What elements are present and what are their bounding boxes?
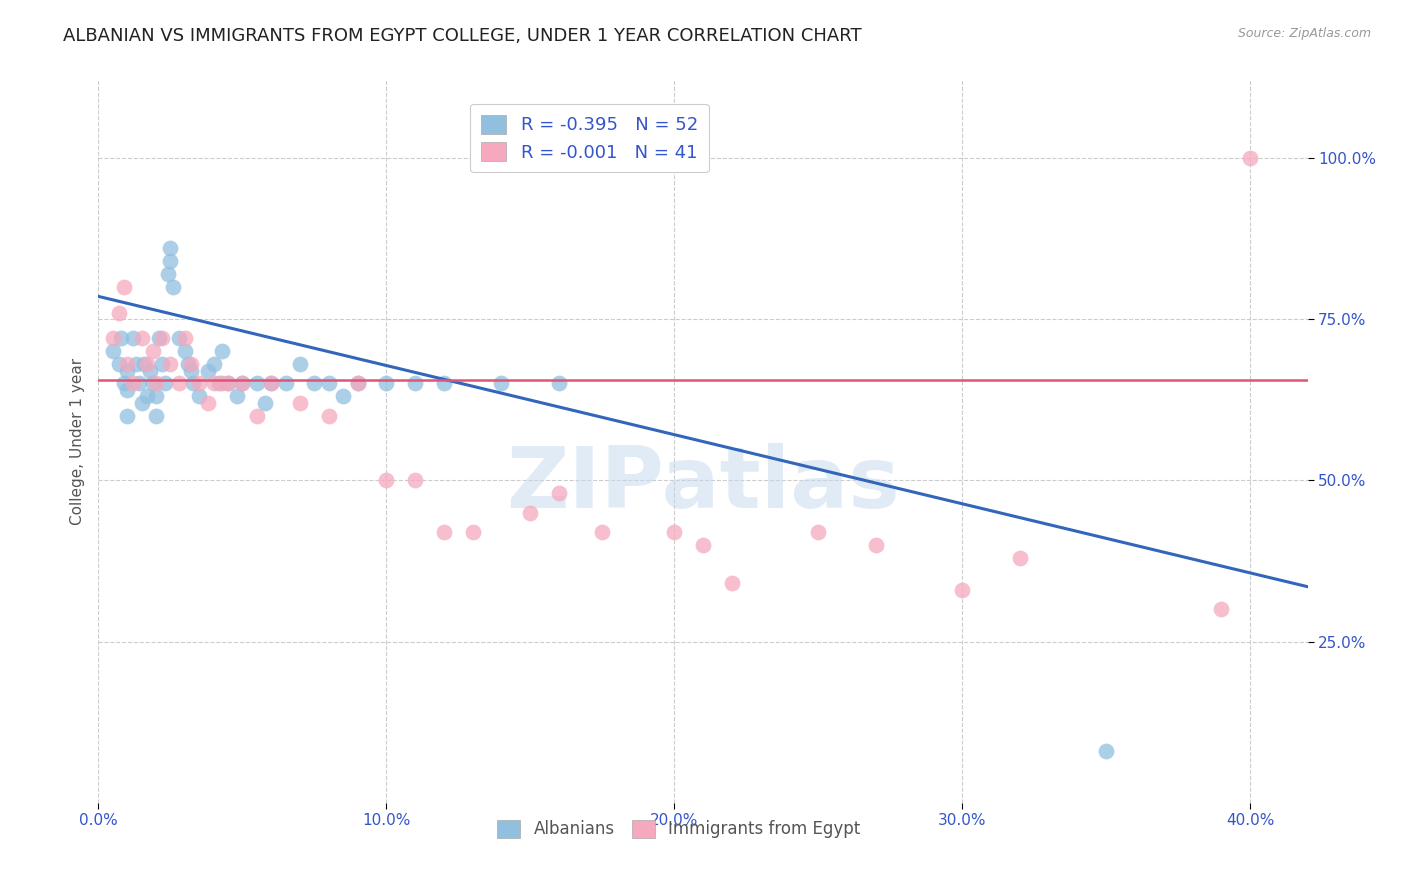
Point (162, 279, 184, 293)
Point (148, 331, 170, 345)
Point (122, 376, 145, 391)
Y-axis label: College, Under 1 year: College, Under 1 year (69, 358, 84, 525)
Point (145, 389, 167, 403)
Point (173, 331, 195, 345)
Point (274, 376, 297, 391)
Point (346, 376, 368, 391)
Point (865, 538, 887, 552)
Point (173, 344, 195, 359)
Point (115, 383, 138, 397)
Point (101, 344, 124, 359)
Point (142, 344, 165, 359)
Point (254, 396, 277, 410)
Point (332, 389, 354, 403)
Point (491, 376, 513, 391)
Point (346, 376, 368, 391)
Point (131, 331, 153, 345)
Point (159, 254, 181, 268)
Point (519, 506, 541, 520)
Point (548, 376, 571, 391)
Point (197, 363, 219, 377)
Point (433, 524, 456, 539)
Point (183, 376, 205, 391)
Point (136, 389, 159, 403)
Point (246, 409, 269, 423)
Point (807, 524, 830, 539)
Point (136, 357, 159, 371)
Point (202, 357, 225, 371)
Point (225, 389, 247, 403)
Point (188, 376, 211, 391)
Point (153, 376, 176, 391)
Point (145, 376, 167, 391)
Point (318, 409, 340, 423)
Point (375, 473, 398, 487)
Point (1211, 602, 1233, 616)
Point (260, 376, 283, 391)
Point (180, 363, 202, 377)
Point (101, 331, 124, 345)
Point (231, 376, 253, 391)
Text: ZIPatlas: ZIPatlas (506, 443, 900, 526)
Point (188, 389, 211, 403)
Text: Source: ZipAtlas.com: Source: ZipAtlas.com (1237, 27, 1371, 40)
Point (304, 376, 326, 391)
Point (202, 376, 225, 391)
Point (180, 357, 202, 371)
Point (211, 344, 233, 359)
Point (107, 305, 129, 319)
Point (167, 331, 190, 345)
Point (134, 357, 156, 371)
Point (150, 331, 173, 345)
Point (720, 576, 742, 591)
Point (112, 376, 135, 391)
Point (197, 396, 219, 410)
Point (145, 409, 167, 423)
Point (217, 376, 239, 391)
Point (950, 582, 973, 597)
Point (548, 486, 571, 500)
Point (159, 241, 181, 255)
Point (217, 376, 239, 391)
Point (1008, 550, 1031, 565)
Point (176, 357, 198, 371)
Legend: Albanians, Immigrants from Egypt: Albanians, Immigrants from Egypt (491, 813, 868, 845)
Point (433, 376, 456, 391)
Point (231, 376, 253, 391)
Point (115, 357, 138, 371)
Point (591, 524, 613, 539)
Point (1239, 151, 1261, 165)
Point (131, 396, 153, 410)
Point (115, 363, 138, 377)
Point (318, 376, 340, 391)
Point (404, 473, 426, 487)
Point (461, 524, 484, 539)
Point (107, 357, 129, 371)
Point (1095, 744, 1118, 758)
Point (404, 376, 426, 391)
Point (167, 376, 190, 391)
Point (159, 357, 181, 371)
Point (115, 409, 138, 423)
Point (692, 538, 714, 552)
Point (139, 363, 162, 377)
Point (112, 279, 135, 293)
Point (375, 376, 398, 391)
Point (664, 524, 686, 539)
Point (211, 376, 233, 391)
Point (288, 357, 311, 371)
Point (260, 376, 283, 391)
Point (128, 376, 150, 391)
Point (208, 376, 231, 391)
Point (288, 396, 311, 410)
Point (125, 357, 148, 371)
Point (142, 376, 165, 391)
Text: ALBANIAN VS IMMIGRANTS FROM EGYPT COLLEGE, UNDER 1 YEAR CORRELATION CHART: ALBANIAN VS IMMIGRANTS FROM EGYPT COLLEG… (63, 27, 862, 45)
Point (150, 357, 173, 371)
Point (156, 267, 179, 281)
Point (110, 331, 132, 345)
Point (246, 376, 269, 391)
Point (122, 331, 145, 345)
